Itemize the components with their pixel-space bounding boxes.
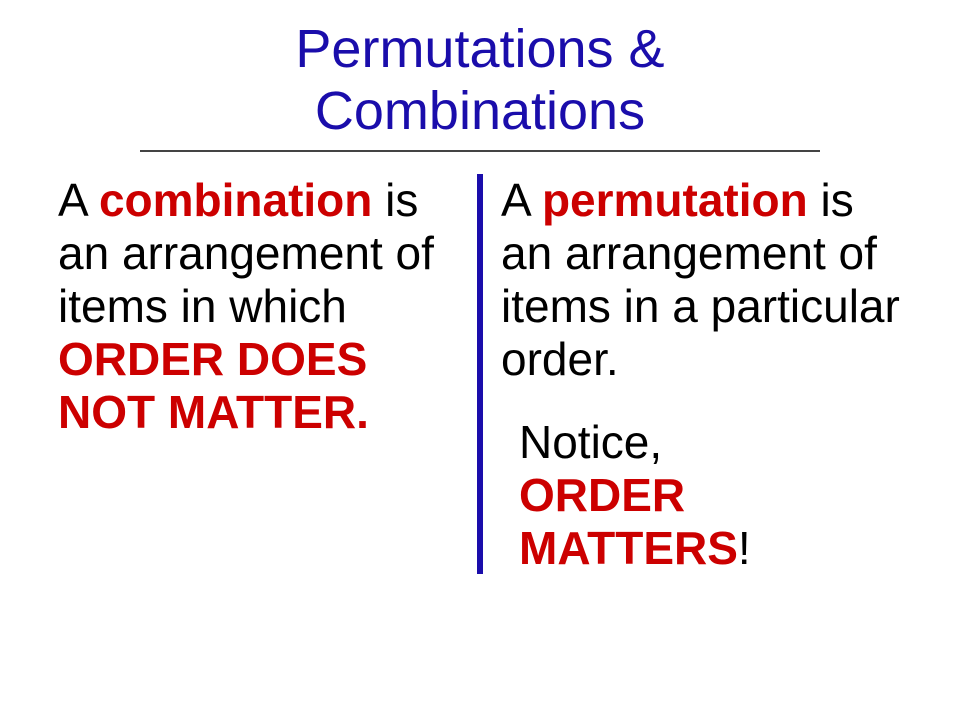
notice-excl: ! bbox=[738, 522, 751, 574]
left-emphasis: ORDER DOES NOT MATTER. bbox=[58, 333, 369, 438]
title-line-1: Permutations & bbox=[295, 19, 664, 79]
notice-block: Notice, ORDER MATTERS! bbox=[501, 416, 902, 575]
permutation-definition: A permutation is an arrangement of items… bbox=[501, 174, 902, 386]
content-area: A combination is an arrangement of items… bbox=[40, 174, 920, 574]
notice-emphasis: ORDER MATTERS bbox=[519, 469, 738, 574]
left-column: A combination is an arrangement of items… bbox=[40, 174, 480, 574]
combination-keyword: combination bbox=[99, 174, 372, 226]
title-line-2: Combinations bbox=[315, 81, 645, 141]
right-column: A permutation is an arrangement of items… bbox=[480, 174, 920, 574]
notice-prefix: Notice, bbox=[519, 416, 662, 468]
combination-definition: A combination is an arrangement of items… bbox=[58, 174, 459, 438]
permutation-keyword: permutation bbox=[542, 174, 808, 226]
left-prefix: A bbox=[58, 174, 99, 226]
right-prefix: A bbox=[501, 174, 542, 226]
title-underline bbox=[140, 150, 820, 152]
slide-title: Permutations & Combinations bbox=[40, 18, 920, 142]
